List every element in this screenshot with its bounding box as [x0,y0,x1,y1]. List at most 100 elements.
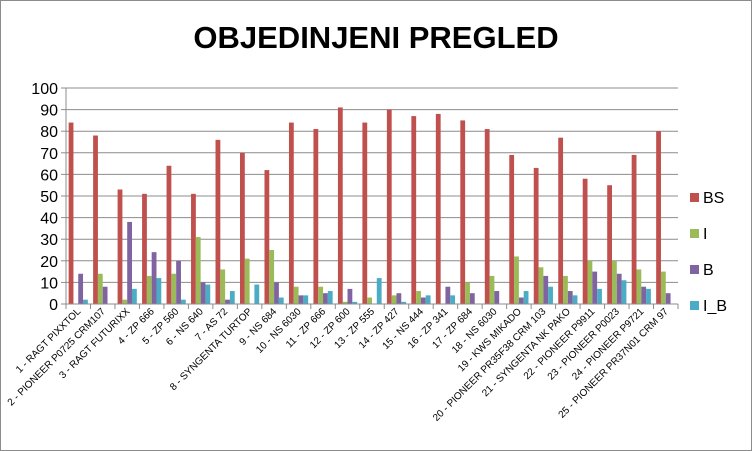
bar-bs [582,178,588,304]
bar-bs [313,129,319,304]
y-tick-label: 30 [40,232,58,249]
bar-i-b [401,301,407,304]
bar-i [342,301,348,304]
bar-b [494,291,500,304]
bar-bs [533,167,539,304]
bars-layer [68,107,671,305]
bar-b [445,286,451,304]
bar-b [396,293,402,304]
bar-b [127,221,132,304]
bar-bs [337,107,343,304]
bar-bs [435,113,441,304]
legend-label: BS [703,190,724,207]
bar-i-b [646,288,651,304]
bar-bs [215,139,221,304]
y-tick-label: 80 [40,124,58,141]
legend-label: B [703,262,714,279]
bar-i [171,273,177,304]
bar-i [465,282,470,304]
y-tick-label: 60 [40,167,58,184]
y-tick-label: 90 [40,103,58,120]
bar-bs [460,120,466,305]
bar-b [225,299,230,304]
y-tick-label: 100 [31,81,58,98]
bar-bs [117,189,123,304]
bar-i-b [278,297,284,304]
bar-bs [411,116,417,304]
y-tick-label: 50 [40,189,58,206]
bar-bs [386,109,392,304]
bar-i-b [180,299,186,304]
y-tick-label: 10 [40,275,58,292]
bar-bs [191,193,196,304]
bar-b [323,293,328,304]
bar-i-b [376,278,382,304]
bar-b [616,273,622,304]
bar-b [641,286,647,304]
bar-b [200,282,206,304]
bar-bs [93,135,98,304]
bar-b [78,273,84,304]
bar-i-b [450,295,456,304]
bar-bs [607,185,612,304]
y-tick-label: 20 [40,254,58,271]
bar-i [269,250,275,304]
bar-i-b [303,295,309,304]
bar-i [563,275,568,304]
bar-bs [68,122,74,304]
y-tick-label: 70 [40,146,58,163]
bar-b [518,297,524,304]
bar-i-b [132,288,137,304]
legend-swatch-i-b [690,301,699,310]
y-tick-label: 40 [40,211,58,228]
bar-bs [142,193,147,304]
bar-bs [558,137,564,304]
bar-i [612,260,617,304]
bar-bs [288,122,294,304]
bar-i [636,269,642,304]
x-category-label: 2 - PIONEER P0725 CRM107 [6,306,108,408]
bar-bs [631,154,637,304]
bar-i-b [597,288,602,304]
bar-i [367,297,372,304]
bar-b [298,295,304,304]
bar-i-b [83,299,88,304]
legend-layer: BS I B I_B [690,190,727,315]
bar-i [391,295,397,304]
bar-i [146,275,152,304]
bar-bs [656,131,661,304]
bar-i-b [254,284,260,304]
bar-b [543,275,549,304]
bar-i-b [523,291,529,304]
bar-b [567,291,573,304]
bar-i [220,269,226,304]
bar-b [274,282,279,304]
bar-i-b [621,280,627,304]
bar-i-b [548,286,553,304]
bar-i-b [229,291,235,304]
bar-i-b [156,278,162,304]
bar-i [416,291,421,304]
bar-bs [509,154,515,304]
chart-title: OBJEDINJENI PREGLED [193,20,559,55]
bar-i-b [572,295,578,304]
bar-bs [166,165,172,304]
bar-i [97,273,103,304]
bar-bs [264,170,270,304]
bar-i [244,258,250,304]
y-tick-label: 0 [49,297,58,314]
bar-bs [362,122,368,304]
bar-i [660,271,666,304]
bar-b [592,271,598,304]
bar-i [318,286,324,304]
bar-i [293,286,299,304]
bar-b [347,288,353,304]
bar-b [176,260,181,304]
bar-b [420,297,426,304]
bar-i [538,267,544,304]
bar-i-b [425,295,431,304]
bar-b [151,252,157,304]
legend-swatch-i [690,229,699,238]
legend-swatch-b [690,265,699,274]
